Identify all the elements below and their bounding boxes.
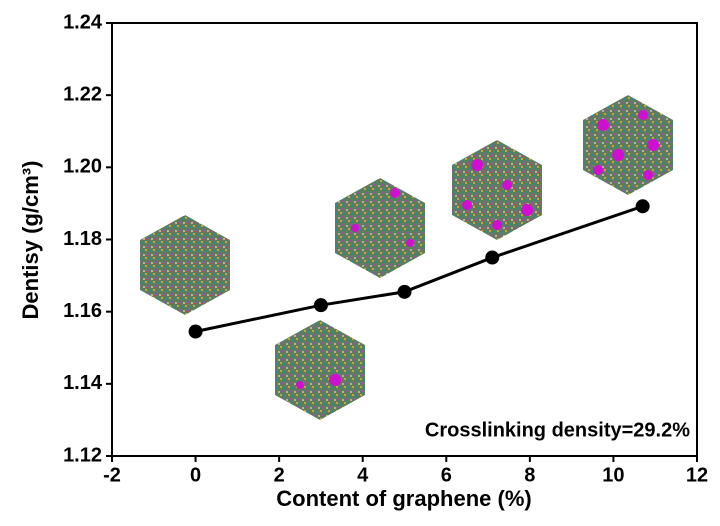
y-tick-label: 1.14 [63, 372, 103, 394]
x-tick-label: 0 [190, 464, 201, 486]
y-tick-label: 1.24 [63, 11, 103, 33]
data-point [189, 325, 203, 339]
x-tick-label: 8 [524, 464, 535, 486]
chart: Content of graphene (%) Dentisy (g/cm³) … [0, 0, 720, 521]
x-tick-label: 4 [357, 464, 369, 486]
x-tick-label: 10 [602, 464, 624, 486]
y-tick-label: 1.12 [63, 444, 102, 466]
data-point [314, 298, 328, 312]
x-tick-label: 6 [441, 464, 452, 486]
y-tick-label: 1.22 [63, 83, 102, 105]
data-point [398, 285, 412, 299]
x-tick-label: 2 [274, 464, 285, 486]
x-axis-label: Content of graphene (%) [276, 486, 531, 511]
x-tick-label: 12 [686, 464, 708, 486]
y-tick-label: 1.20 [63, 156, 102, 178]
data-point [485, 251, 499, 265]
annotation: Crosslinking density=29.2% [425, 419, 690, 441]
data-point [636, 199, 650, 213]
y-tick-label: 1.18 [63, 228, 102, 250]
molecular-cubes [140, 95, 673, 420]
y-axis-label: Dentisy (g/cm³) [18, 161, 43, 320]
x-tick-label: -2 [103, 464, 121, 486]
y-tick-label: 1.16 [63, 300, 102, 322]
